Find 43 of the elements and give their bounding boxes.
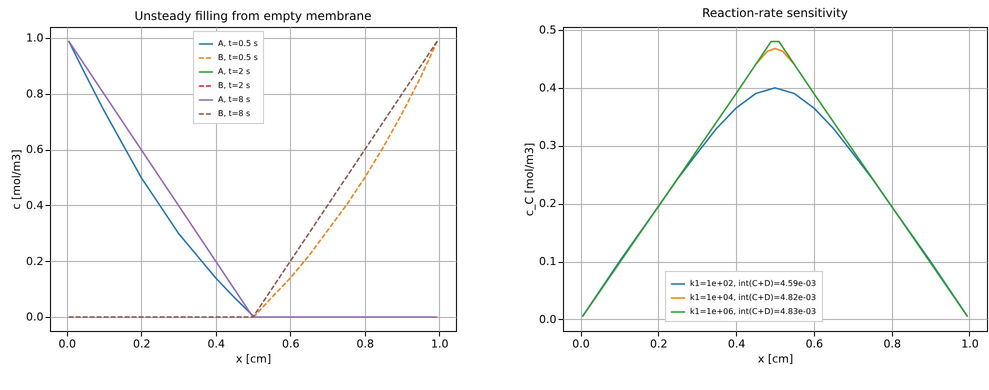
x-tick-label: 0.6 [806, 338, 824, 350]
x-tick-label: 0.8 [883, 338, 901, 350]
y-tick-label: 0.0 [539, 312, 556, 326]
y-tick-label: 0.4 [26, 198, 44, 212]
y-tick-label: 0.2 [539, 197, 556, 210]
legend-label: k1=1e+06, int(C+D)=4.83e-03 [690, 307, 816, 316]
x-tick-label: 0.4 [728, 338, 746, 350]
x-tick-label: 0.2 [650, 338, 668, 350]
x-tick-label: 0.4 [208, 338, 225, 350]
x-tick-label: 0.0 [572, 338, 590, 350]
y-axis-title: c_C [mol/m3] [523, 142, 536, 216]
legend-label: B, t=2 s [218, 81, 250, 90]
legend-label: A, t=2 s [218, 67, 250, 76]
line-series [68, 40, 254, 316]
x-tick-label: 0.6 [282, 338, 300, 350]
x-tick-label: 0.8 [356, 338, 374, 350]
x-tick-label: 0.2 [133, 338, 151, 350]
y-tick-label: 0.3 [539, 139, 556, 152]
x-axis-title: x [cm] [236, 352, 272, 366]
chart-title: Unsteady filling from empty membrane [134, 9, 372, 23]
legend-label: A, t=0.5 s [218, 39, 258, 48]
legend-label: k1=1e+02, int(C+D)=4.59e-03 [690, 279, 816, 288]
legend-label: k1=1e+04, int(C+D)=4.82e-03 [690, 293, 816, 302]
legend-label: B, t=0.5 s [218, 53, 258, 62]
legend-label: B, t=8 s [218, 109, 250, 118]
y-tick-label: 0.6 [26, 143, 44, 156]
y-tick-label: 1.0 [26, 32, 44, 45]
y-tick-label: 0.2 [26, 254, 44, 268]
x-tick-label: 1.0 [961, 338, 979, 350]
y-tick-label: 0.4 [539, 81, 556, 94]
y-tick-label: 0.5 [539, 23, 556, 36]
y-tick-label: 0.0 [26, 310, 44, 324]
line-series [582, 87, 968, 318]
line-series [582, 40, 968, 318]
y-tick-label: 0.8 [26, 87, 44, 100]
x-tick-label: 0.0 [58, 338, 76, 350]
legend-label: A, t=8 s [218, 95, 250, 104]
chart-title: Reaction-rate sensitivity [702, 6, 848, 20]
line-series [252, 40, 438, 318]
x-axis-title: x [cm] [758, 352, 794, 366]
y-axis-title: c [mol/m3] [10, 149, 24, 210]
y-tick-label: 0.1 [539, 255, 556, 268]
x-tick-label: 1.0 [430, 338, 448, 350]
